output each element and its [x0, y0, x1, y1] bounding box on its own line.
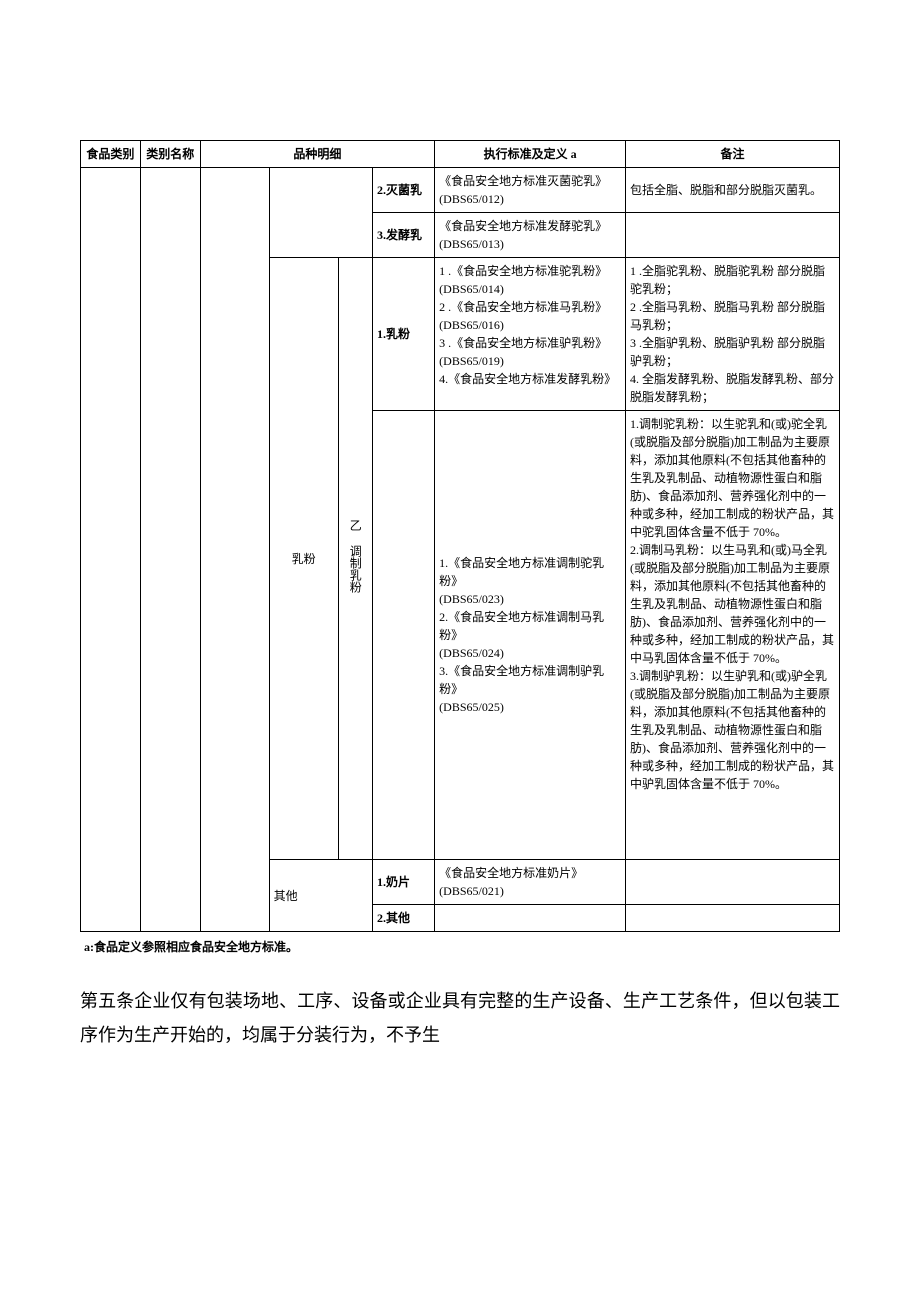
standard-text: 《食品安全地方标准奶片》 (DBS65/021): [439, 866, 583, 898]
remark-text: 1 .全脂驼乳粉、脱脂驼乳粉 部分脱脂驼乳粉； 2 .全脂马乳粉、脱脂马乳粉 部…: [630, 264, 834, 404]
cell-standard: 1 .《食品安全地方标准驼乳粉》 (DBS65/014) 2 .《食品安全地方标…: [435, 258, 626, 411]
cell-standard: 《食品安全地方标准奶片》 (DBS65/021): [435, 860, 626, 905]
standard-text: 《食品安全地方标准灭菌驼乳》 (DBS65/012): [439, 174, 607, 206]
variety-label: 2.灭菌乳: [377, 183, 422, 197]
cell-empty: [269, 168, 372, 258]
standards-table: 食品类别 类别名称 品种明细 执行标准及定义 a 备注 2.灭菌乳 《食品安全地…: [80, 140, 840, 932]
cell-variety: [373, 411, 435, 860]
cell-standard: 1.《食品安全地方标准调制驼乳粉》 (DBS65/023) 2.《食品安全地方标…: [435, 411, 626, 860]
standard-text: 1.《食品安全地方标准调制驼乳粉》 (DBS65/023) 2.《食品安全地方标…: [439, 556, 604, 714]
cell-category-name: [140, 168, 200, 932]
table-row: 2.灭菌乳 《食品安全地方标准灭菌驼乳》 (DBS65/012) 包括全脂、脱脂…: [81, 168, 840, 213]
table-header-row: 食品类别 类别名称 品种明细 执行标准及定义 a 备注: [81, 141, 840, 168]
col-variety-detail: 品种明细: [200, 141, 435, 168]
cell-remark: 1.调制驼乳粉：以生驼乳和(或)驼全乳(或脱脂及部分脱脂)加工制品为主要原料，添…: [626, 411, 840, 860]
group-label: 乳粉: [292, 552, 316, 566]
cell-standard: [435, 905, 626, 932]
cell-remark: [626, 905, 840, 932]
cell-variety: 1.奶片: [373, 860, 435, 905]
cell-variety: 2.灭菌乳: [373, 168, 435, 213]
variety-label: 1.乳粉: [377, 327, 410, 341]
cell-remark: 包括全脂、脱脂和部分脱脂灭菌乳。: [626, 168, 840, 213]
col-food-category: 食品类别: [81, 141, 141, 168]
group-label: 其他: [274, 889, 298, 903]
cell-standard: 《食品安全地方标准发酵驼乳》 (DBS65/013): [435, 213, 626, 258]
variety-label: 1.奶片: [377, 875, 410, 889]
cell-remark: [626, 860, 840, 905]
sub-label: 乙 调制乳粉: [346, 519, 364, 593]
cell-group-rufen: 乳粉: [269, 258, 338, 860]
cell-variety: 1.乳粉: [373, 258, 435, 411]
standard-text: 《食品安全地方标准发酵驼乳》 (DBS65/013): [439, 219, 607, 251]
col-remark: 备注: [626, 141, 840, 168]
cell-variety: 3.发酵乳: [373, 213, 435, 258]
remark-text: 1.调制驼乳粉：以生驼乳和(或)驼全乳(或脱脂及部分脱脂)加工制品为主要原料，添…: [630, 417, 834, 791]
standard-text: 1 .《食品安全地方标准驼乳粉》 (DBS65/014) 2 .《食品安全地方标…: [439, 264, 616, 386]
cell-food-category: [81, 168, 141, 932]
cell-standard: 《食品安全地方标准灭菌驼乳》 (DBS65/012): [435, 168, 626, 213]
page: 食品类别 类别名称 品种明细 执行标准及定义 a 备注 2.灭菌乳 《食品安全地…: [0, 0, 920, 1112]
variety-label: 2.其他: [377, 911, 410, 925]
variety-label: 3.发酵乳: [377, 228, 422, 242]
cell-variety: 2.其他: [373, 905, 435, 932]
remark-text: 包括全脂、脱脂和部分脱脂灭菌乳。: [630, 183, 822, 197]
col-standard: 执行标准及定义 a: [435, 141, 626, 168]
cell-bigcat: [200, 168, 269, 932]
cell-remark: 1 .全脂驼乳粉、脱脂驼乳粉 部分脱脂驼乳粉； 2 .全脂马乳粉、脱脂马乳粉 部…: [626, 258, 840, 411]
cell-group-qita: 其他: [269, 860, 372, 932]
cell-remark: [626, 213, 840, 258]
footnote: a:食品定义参照相应食品安全地方标准。: [84, 938, 840, 956]
cell-sub-tiaozhi: 乙 调制乳粉: [338, 258, 372, 860]
col-category-name: 类别名称: [140, 141, 200, 168]
body-paragraph: 第五条企业仅有包装场地、工序、设备或企业具有完整的生产设备、生产工艺条件，但以包…: [80, 984, 840, 1052]
